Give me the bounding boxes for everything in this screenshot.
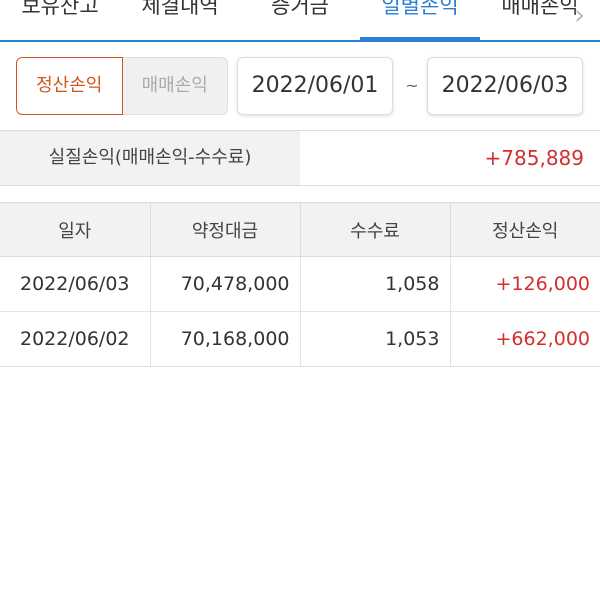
trading-pnl-button[interactable]: 매매손익 [122, 57, 228, 115]
date-separator: ~ [405, 76, 419, 95]
header-date: 일자 [0, 202, 151, 257]
date-to-field[interactable]: 2022/06/03 [427, 57, 583, 115]
cell-date: 2022/06/03 [0, 256, 151, 312]
tab-daily-pnl[interactable]: 일별손익 [360, 0, 480, 40]
summary-value: +785,889 [484, 146, 584, 170]
settlement-pnl-button[interactable]: 정산손익 [16, 57, 123, 115]
summary-row: 실질손익(매매손익-수수료) +785,889 [0, 130, 600, 186]
cell-fee: 1,058 [300, 256, 451, 312]
cell-contract-amount: 70,168,000 [150, 311, 301, 367]
table-row[interactable]: 2022/06/03 70,478,000 1,058 +126,000 [0, 256, 600, 312]
tab-margin[interactable]: 증거금 [271, 0, 329, 18]
tab-bar: 보유잔고 체결내역 증거금 일별손익 매매손익 › [0, 0, 600, 42]
chevron-right-icon[interactable]: › [574, 0, 600, 40]
cell-fee: 1,053 [300, 311, 451, 367]
header-fee: 수수료 [300, 202, 451, 257]
daily-pnl-table: 일자 약정대금 수수료 정산손익 2022/06/03 70,478,000 1… [0, 202, 600, 367]
header-settlement-pnl: 정산손익 [450, 202, 600, 257]
tab-executions[interactable]: 체결내역 [141, 0, 219, 18]
cell-contract-amount: 70,478,000 [150, 256, 301, 312]
pnl-type-toggle: 정산손익 매매손익 [16, 57, 228, 115]
date-from-field[interactable]: 2022/06/01 [237, 57, 393, 115]
header-contract-amount: 약정대금 [150, 202, 301, 257]
cell-settlement-pnl: +126,000 [450, 256, 600, 312]
tab-trading-pnl[interactable]: 매매손익 [501, 0, 579, 18]
tab-holdings[interactable]: 보유잔고 [21, 0, 99, 18]
cell-settlement-pnl: +662,000 [450, 311, 600, 367]
summary-label: 실질손익(매매손익-수수료) [0, 131, 300, 185]
cell-date: 2022/06/02 [0, 311, 151, 367]
table-row[interactable]: 2022/06/02 70,168,000 1,053 +662,000 [0, 311, 600, 367]
